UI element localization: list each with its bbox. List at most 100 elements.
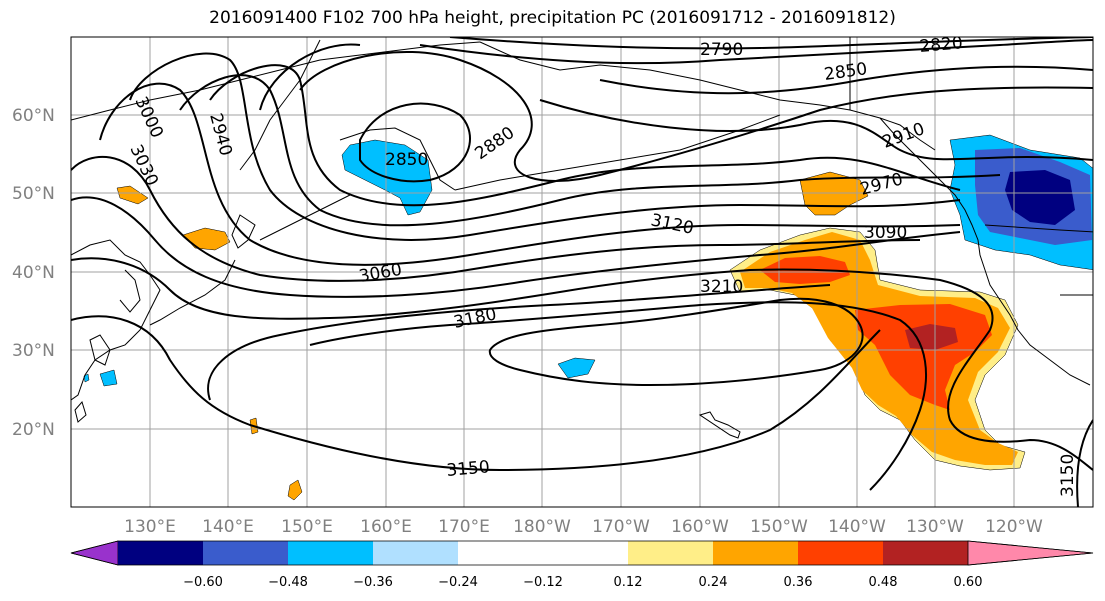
colorbar-seg-0 <box>70 540 119 566</box>
colorbar-tick-label: −0.36 <box>353 575 393 590</box>
contour-3210 <box>488 297 864 387</box>
colorbar-tick-label: 0.36 <box>784 575 813 590</box>
coast-korea <box>119 269 141 313</box>
colorbar-seg-4 <box>373 541 458 565</box>
contour-label: 3150 <box>446 457 491 481</box>
lon-label: 140°E <box>202 517 254 537</box>
contour-label: 3090 <box>864 223 907 243</box>
contour-label: 3180 <box>452 304 498 333</box>
coast-bc <box>879 117 1091 386</box>
precip-positive-darkred <box>905 324 958 350</box>
colorbar-seg-2 <box>203 541 288 565</box>
border-us-1 <box>984 224 1093 233</box>
lon-label: 180°W <box>513 517 571 537</box>
lon-label: 160°E <box>360 517 412 537</box>
contour-2850-a <box>359 102 471 183</box>
lat-label: 20°N <box>12 420 55 440</box>
contour-label: 3210 <box>700 277 743 297</box>
contour-3120 <box>71 257 1093 471</box>
contour-label: 2970 <box>858 169 905 200</box>
colorbar: −0.60 −0.48 −0.36 −0.24 −0.12 0.12 0.24 … <box>70 540 1094 590</box>
contour-2850-b <box>599 65 1093 95</box>
coast-japan <box>149 259 236 326</box>
colorbar-tick-label: 0.12 <box>614 575 643 590</box>
precip-negative-hawaii <box>557 357 596 379</box>
colorbar-tick-label: −0.24 <box>438 575 478 590</box>
contour-label: 3060 <box>357 260 403 287</box>
map-area: 2790 2820 2850 2850 2880 2910 2940 2970 … <box>71 33 1093 507</box>
contour-label: 2940 <box>205 111 236 158</box>
colorbar-seg-1 <box>118 541 203 565</box>
lon-label: 170°W <box>592 517 650 537</box>
contour-3000 <box>129 52 961 241</box>
lon-label: 120°W <box>985 517 1043 537</box>
coast-alaska-west <box>339 127 456 191</box>
contour-3150 <box>71 284 881 472</box>
map-frame <box>70 36 1094 508</box>
precip-negative-pnw-dark <box>1005 170 1075 225</box>
colorbar-tick-label: −0.12 <box>523 575 563 590</box>
coast-asia <box>71 239 161 401</box>
contour-label: 2850 <box>823 59 869 85</box>
lat-label: 60°N <box>12 106 55 126</box>
contour-label: 3120 <box>649 210 695 239</box>
precip-negative-small2 <box>99 369 118 387</box>
coast-kamchatka <box>239 39 321 171</box>
precip-positive-spot1 <box>287 479 303 501</box>
colorbar-outline <box>70 540 1094 566</box>
contour-label: 2820 <box>919 33 964 57</box>
coast-philippines <box>89 334 111 366</box>
lat-label: 30°N <box>12 341 55 361</box>
contour-label: 2880 <box>471 123 518 164</box>
lon-label: 160°W <box>671 517 729 537</box>
height-contours <box>71 37 1093 507</box>
colorbar-seg-3 <box>288 541 373 565</box>
lon-label: 150°E <box>281 517 333 537</box>
colorbar-tick-label: −0.60 <box>183 575 223 590</box>
colorbar-seg-6 <box>543 541 628 565</box>
colorbar-tick-label: −0.48 <box>268 575 308 590</box>
colorbar-seg-10 <box>883 541 968 565</box>
lon-label: 150°W <box>750 517 808 537</box>
lon-label: 170°E <box>438 517 490 537</box>
precip-positive-kamchatka <box>116 185 149 205</box>
contour-2820 <box>419 39 1093 65</box>
contour-2910 <box>259 43 1093 161</box>
precip-negative-small <box>83 373 90 383</box>
contour-3030 <box>99 82 961 266</box>
coast-hawaii <box>698 411 741 439</box>
colorbar-seg-8 <box>713 541 798 565</box>
contour-2970 <box>179 74 1001 227</box>
lon-label: 130°W <box>906 517 964 537</box>
latitude-labels: 20°N 30°N 40°N 50°N 60°N <box>12 106 55 440</box>
lat-label: 50°N <box>12 184 55 204</box>
contour-label: 2850 <box>385 150 428 170</box>
contour-label: 3150 <box>1058 454 1078 497</box>
contour-3150-right <box>1076 419 1093 507</box>
contour-2940 <box>209 64 961 207</box>
coast-japan-hokkaido <box>231 214 256 249</box>
contour-label: 2910 <box>880 119 927 153</box>
colorbar-tick-label: 0.24 <box>699 575 728 590</box>
colorbar-seg-5 <box>458 541 543 565</box>
contour-label: 3000 <box>130 94 166 142</box>
contour-2790 <box>449 37 1093 50</box>
coast-taiwan <box>74 400 87 423</box>
colorbar-seg-11 <box>967 540 1094 566</box>
lat-label: 40°N <box>12 263 55 283</box>
contour-3090 <box>71 196 961 298</box>
coast-alaska <box>479 41 936 151</box>
precip-positive-japan <box>182 227 231 251</box>
contour-3060 <box>71 156 921 282</box>
coast-siberia <box>71 41 481 121</box>
colorbar-tick-label: 0.48 <box>869 575 898 590</box>
contour-label: 2790 <box>700 40 743 60</box>
precip-shading <box>83 134 1093 501</box>
map-title: 2016091400 F102 700 hPa height, precipit… <box>209 8 896 28</box>
lon-label: 130°E <box>124 517 176 537</box>
colorbar-tick-label: 0.60 <box>954 575 983 590</box>
colorbar-seg-7 <box>628 541 713 565</box>
longitude-labels: 130°E 140°E 150°E 160°E 170°E 180°W 170°… <box>124 517 1043 537</box>
lon-label: 140°W <box>828 517 886 537</box>
